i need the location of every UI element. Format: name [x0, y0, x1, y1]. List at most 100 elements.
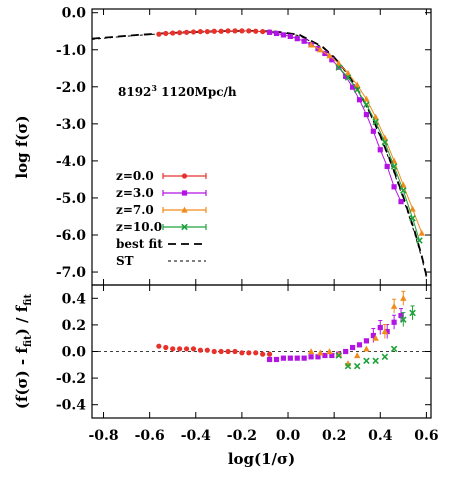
legend-marker [181, 173, 188, 179]
top-data-point [344, 69, 352, 76]
bottom-series-z70 [307, 290, 407, 367]
bottom-data-point [335, 352, 343, 359]
top-data-point [253, 28, 259, 34]
simulation-annotation: 81923 1120Mpc/h [118, 83, 237, 99]
bottom-data-point [177, 346, 183, 352]
top-ytick-label: -4.0 [56, 154, 86, 170]
bottom-data-point [225, 348, 231, 355]
top-data-point [335, 60, 342, 67]
top-data-point [197, 28, 203, 35]
top-ytick-label: -2.0 [56, 80, 86, 96]
bottom-data-point [253, 350, 259, 356]
top-data-point [356, 97, 363, 103]
bottom-data-point [232, 348, 238, 355]
bottom-data-point [246, 350, 252, 356]
bottom-data-point [363, 357, 370, 365]
bottom-xtick-label: -0.4 [181, 428, 211, 444]
bottom-data-point [400, 316, 407, 323]
bottom-xtick-label: -0.6 [135, 428, 165, 444]
top-data-point [232, 28, 238, 34]
top-data-point [370, 128, 376, 134]
bottom-data-point [239, 350, 245, 356]
bottom-data-point [400, 294, 407, 301]
top-ytick-label: 0.0 [62, 6, 87, 22]
bottom-data-point [204, 347, 210, 353]
st-curve [92, 30, 427, 278]
best-fit-curve [92, 29, 428, 276]
top-data-point [343, 73, 349, 80]
top-series-z30 [266, 29, 404, 205]
bottom-data-point [156, 343, 162, 349]
bottom-data-point [218, 348, 224, 355]
legend-label: best fit [116, 237, 163, 251]
top-data-point [344, 74, 352, 81]
top-data-point [156, 31, 162, 37]
top-data-point [204, 28, 210, 35]
top-data-point [391, 184, 397, 190]
bottom-ylabel: (f(σ) - ffit) / ffit [13, 294, 34, 410]
top-data-point [349, 84, 356, 90]
top-data-point [326, 52, 333, 59]
top-data-point [163, 30, 169, 37]
bottom-data-point [287, 355, 293, 361]
top-data-point [377, 147, 383, 153]
bottom-ytick-label: 0.4 [62, 291, 87, 307]
bottom-data-point [354, 352, 361, 359]
bottom-data-point [384, 328, 390, 335]
bottom-data-point [280, 355, 287, 361]
legend-label: ST [116, 254, 134, 268]
top-data-point [409, 205, 416, 212]
top-data-point [398, 199, 404, 205]
top-ytick-label: -6.0 [56, 228, 86, 244]
bottom-data-point [398, 312, 404, 319]
bottom-ytick-label: 0.0 [62, 345, 87, 361]
top-data-point [218, 28, 224, 34]
top-panel: 0.0 -1.0 -2.0 -3.0 -4.0 -5.0 -6.0 -7.0 81923 112… [13, 6, 432, 286]
legend-label: z=0.0 [116, 169, 154, 183]
bottom-xtick-label: 0.6 [414, 428, 438, 444]
bottom-data-point [322, 352, 328, 359]
top-ytick-label: -3.0 [56, 117, 86, 133]
bottom-data-point [326, 348, 333, 355]
bottom-series-z00 [156, 343, 273, 357]
legend-marker [181, 223, 188, 231]
top-ytick-label: -1.0 [56, 43, 86, 59]
top-data-point [354, 81, 361, 88]
top-data-point [225, 28, 231, 34]
bottom-data-point [372, 334, 379, 341]
bottom-data-point [183, 346, 190, 352]
bottom-data-point [343, 348, 349, 355]
bottom-data-point [356, 342, 363, 348]
top-series-line [338, 67, 420, 241]
bottom-data-point [260, 351, 266, 357]
top-data-point [322, 50, 328, 57]
top-data-point [335, 64, 343, 71]
bottom-data-point [317, 349, 324, 356]
top-ytick-label: -7.0 [56, 265, 86, 281]
top-data-point [363, 111, 370, 118]
bottom-xlabel: log(1/σ) [228, 450, 295, 468]
bottom-data-point [363, 345, 370, 352]
bottom-data-point [353, 362, 361, 370]
top-data-point [301, 38, 307, 44]
top-data-point [409, 215, 416, 222]
top-series-z00 [156, 28, 273, 37]
bottom-data-point [335, 350, 342, 357]
bottom-data-point [381, 328, 389, 335]
bottom-data-point [308, 354, 314, 360]
bottom-data-point [307, 348, 315, 355]
bottom-xtick-label: 0.0 [276, 428, 301, 444]
bottom-data-point [197, 347, 203, 353]
top-data-point [363, 101, 370, 108]
top-data-point [273, 30, 280, 37]
bottom-data-point [409, 309, 416, 317]
legend-label: z=7.0 [116, 203, 154, 217]
bottom-data-point [266, 356, 273, 363]
top-ytick-label: -5.0 [56, 191, 86, 207]
bottom-data-point [381, 353, 389, 361]
top-data-point [246, 28, 252, 34]
bottom-data-point [377, 324, 383, 331]
bottom-data-point [349, 344, 356, 351]
top-data-point [353, 86, 361, 94]
